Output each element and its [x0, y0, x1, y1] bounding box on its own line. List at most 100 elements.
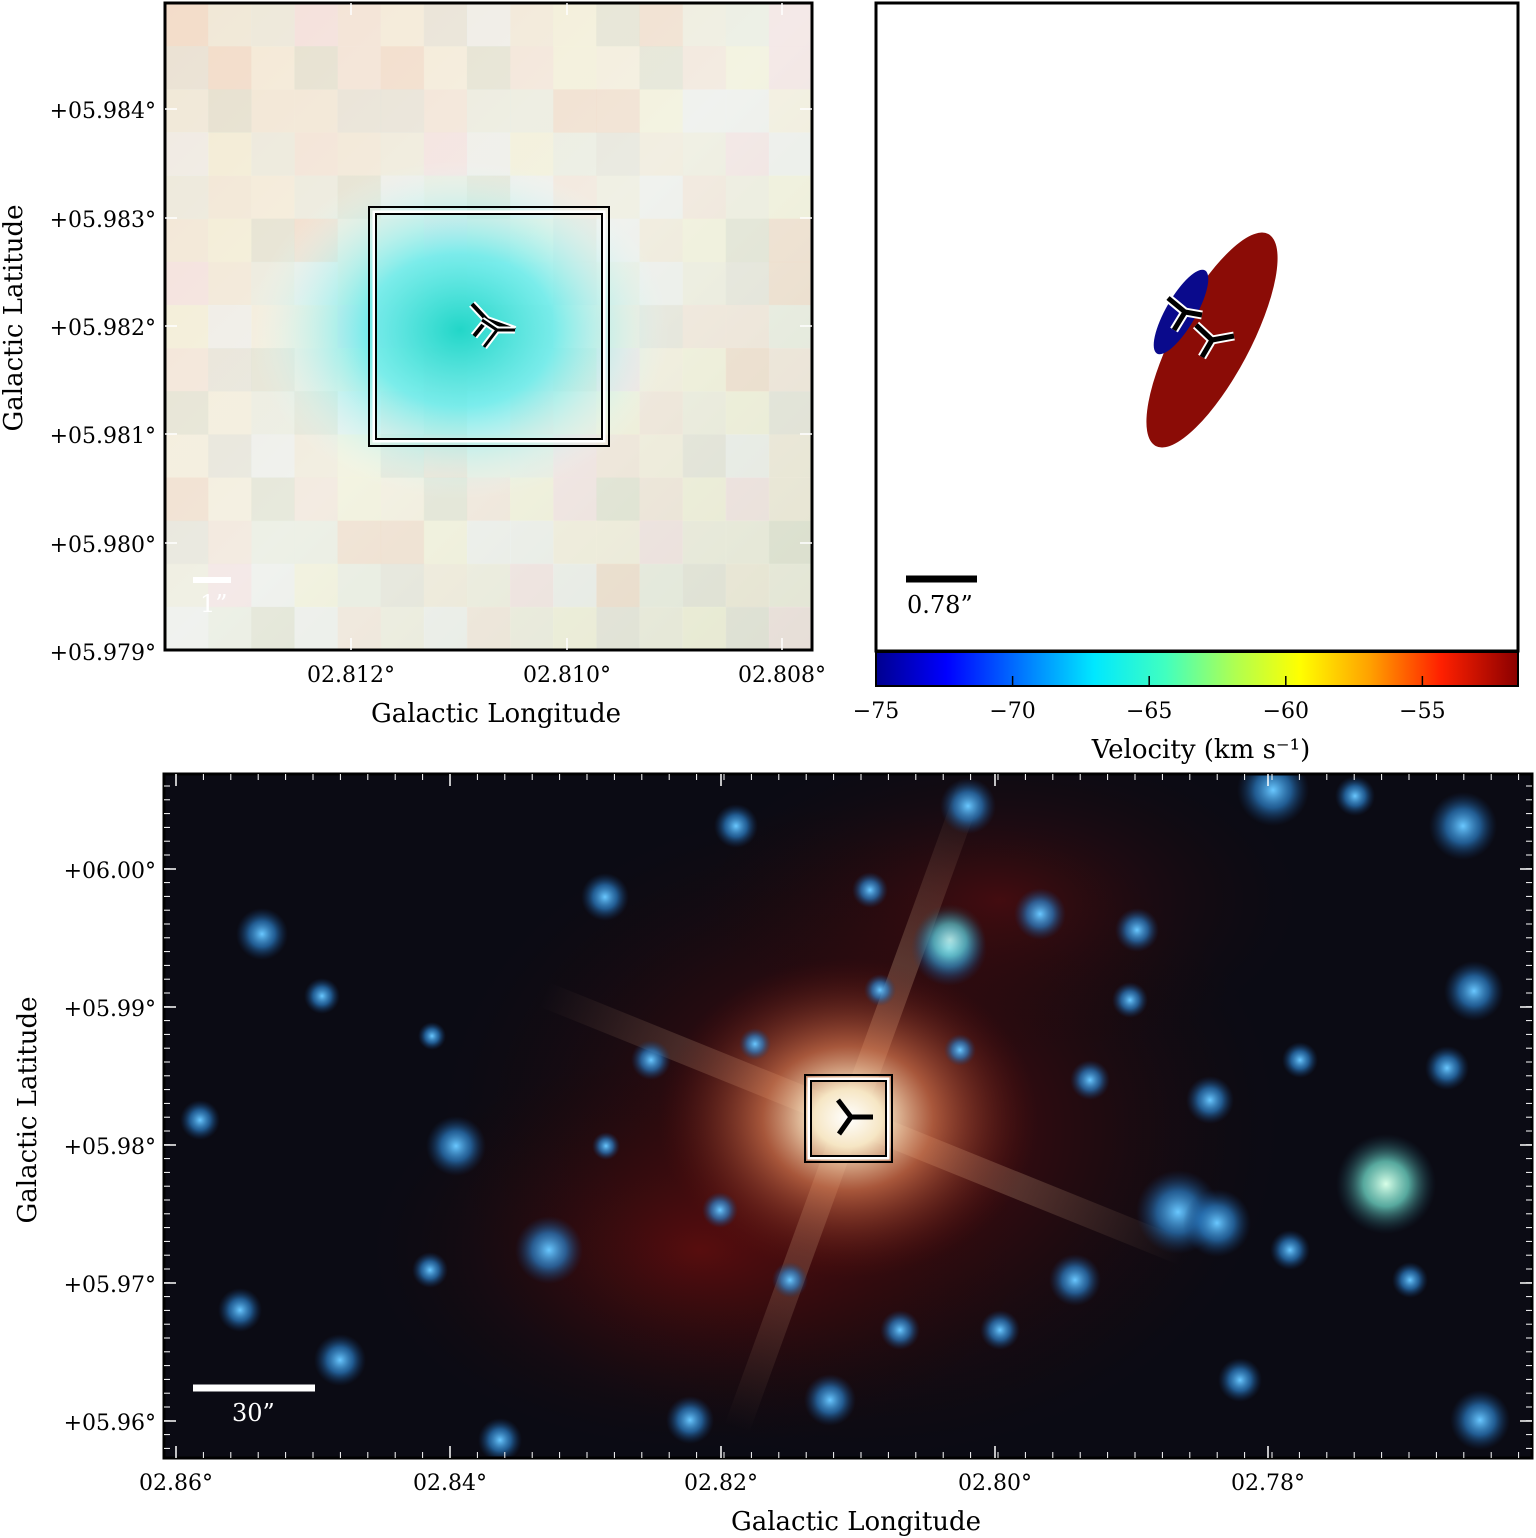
pixel	[596, 132, 640, 177]
star	[1186, 1076, 1234, 1124]
star	[714, 804, 758, 848]
pixel	[639, 175, 684, 220]
pixel	[639, 89, 684, 133]
pixel	[682, 261, 727, 306]
pixel	[165, 261, 209, 306]
panel-c-scale-label: 30”	[232, 1399, 275, 1427]
colorbar-ticks: −75 −70 −65 −60 −55	[853, 676, 1446, 724]
bright-star	[914, 904, 986, 976]
pixel	[553, 520, 597, 565]
pixel	[294, 606, 339, 650]
pixel	[337, 89, 382, 133]
velocity-colorbar	[875, 651, 1519, 687]
pixel	[725, 3, 770, 47]
star	[1450, 1390, 1510, 1450]
pixel	[208, 477, 252, 522]
panel-a-image	[165, 3, 812, 650]
pixel	[725, 348, 770, 392]
pixel	[639, 3, 684, 47]
pixel	[208, 175, 252, 220]
star	[1392, 1262, 1428, 1298]
pixel	[596, 563, 640, 608]
pixel	[596, 3, 640, 47]
panel-a-ytick-6: +05.979°	[50, 641, 156, 666]
pixel	[337, 606, 382, 650]
pixel	[725, 46, 770, 90]
pixel	[725, 391, 770, 435]
star	[1444, 961, 1504, 1021]
star	[581, 873, 629, 921]
panel-c-ticks	[164, 774, 1532, 1458]
pixel	[596, 606, 640, 650]
pixel	[165, 46, 209, 90]
panel-c-ytick-2: +05.99°	[64, 997, 156, 1022]
pixel	[682, 391, 727, 435]
pixel	[251, 606, 295, 650]
colorbar-tick-label: −65	[1126, 699, 1172, 724]
pixel	[337, 3, 382, 47]
star	[804, 1374, 856, 1426]
panel-c-marker-icon	[836, 1098, 873, 1136]
star	[1429, 792, 1497, 860]
pixel	[682, 563, 727, 608]
pixel	[725, 89, 770, 133]
star	[864, 974, 896, 1006]
star	[1115, 908, 1159, 952]
star	[218, 1288, 262, 1332]
panel-a-ticks	[165, 3, 812, 650]
pixel	[208, 304, 252, 349]
pixel	[294, 520, 339, 565]
pixel	[682, 132, 727, 177]
pixel	[768, 261, 812, 306]
pixel	[165, 563, 209, 608]
pixel	[510, 89, 554, 133]
panel-a-ytick-3: +05.982°	[50, 316, 156, 341]
panel-c-xtick-5: 02.78°	[1231, 1471, 1305, 1496]
pixel	[682, 520, 727, 565]
pixel	[596, 89, 640, 133]
pixel	[251, 520, 295, 565]
star	[980, 1310, 1020, 1350]
panel-a-ytick-5: +05.980°	[50, 533, 156, 558]
pixel	[725, 304, 770, 349]
pixel	[639, 606, 684, 650]
pixel	[682, 606, 727, 650]
panel-c-xlabel: Galactic Longitude	[731, 1507, 981, 1537]
pixel	[208, 218, 252, 263]
pixel	[337, 520, 382, 565]
pixel	[208, 520, 252, 565]
pixel	[423, 3, 468, 47]
pixel	[165, 477, 209, 522]
aperture-box-inner	[375, 213, 603, 440]
panel-a-xtick-3: 02.808°	[738, 663, 826, 688]
pixel	[768, 89, 812, 133]
star	[1282, 1042, 1318, 1078]
pixel	[768, 3, 812, 47]
star	[1049, 1254, 1101, 1306]
panel-a-xtick-1: 02.812°	[307, 663, 395, 688]
pixel	[208, 89, 252, 133]
pixel	[165, 434, 209, 478]
pixel	[725, 477, 770, 522]
pixel	[639, 46, 684, 90]
colorbar-tick-label: −70	[989, 699, 1035, 724]
pixel	[466, 606, 511, 650]
pixel	[768, 348, 812, 392]
pixel	[768, 391, 812, 435]
pixel	[510, 46, 554, 90]
panel-a-ylabel: Galactic Latitude	[0, 205, 29, 432]
pixel	[251, 3, 295, 47]
aperture-box-outer	[368, 206, 610, 447]
colorbar-tick-label: −55	[1399, 699, 1445, 724]
pixel	[682, 3, 727, 47]
star	[314, 1334, 366, 1386]
bright-star	[1336, 1134, 1436, 1234]
pixel	[208, 46, 252, 90]
star	[702, 1192, 738, 1228]
source-marker-icon	[469, 301, 517, 350]
star	[426, 1116, 486, 1176]
pixel	[682, 89, 727, 133]
pixel	[510, 606, 554, 650]
pixel	[208, 434, 252, 478]
